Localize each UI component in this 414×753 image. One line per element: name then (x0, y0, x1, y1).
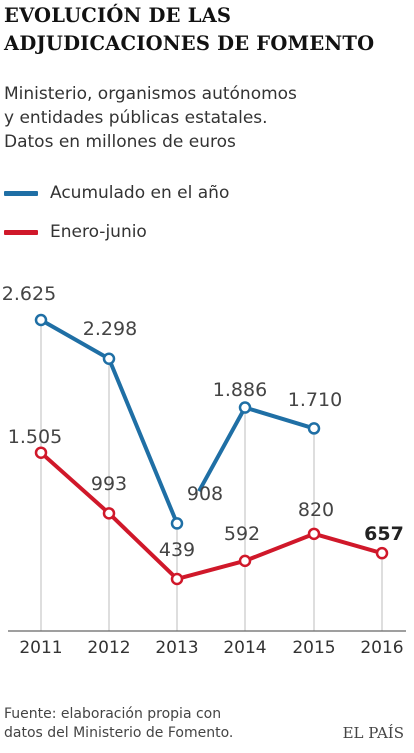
x-tick-label-2014: 2014 (223, 638, 266, 658)
data-label-acumulado-2013: 908 (187, 483, 223, 505)
legend-swatch-acumulado (4, 191, 38, 196)
point-enero-junio-2013 (170, 572, 184, 586)
subtitle-line-3: Datos en millones de euros (4, 132, 236, 152)
series-line-enero-junio (39, 451, 383, 581)
title-line-1: EVOLUCIÓN DE LAS (4, 4, 232, 27)
source-note: Fuente: elaboración propia con datos del… (4, 705, 304, 743)
source-line-1: Fuente: elaboración propia con (4, 706, 222, 722)
chart-title: EVOLUCIÓN DE LAS ADJUDICACIONES DE FOMEN… (4, 2, 408, 58)
point-enero-junio-2014 (238, 554, 252, 568)
point-acumulado-2014 (238, 401, 252, 414)
point-enero-junio-2012 (102, 507, 116, 520)
data-label-enero-junio-2015: 820 (298, 499, 334, 521)
data-label-enero-junio-2012: 993 (91, 473, 127, 495)
series-line-acumulado-b (197, 405, 315, 493)
x-tick-label-2011: 2011 (19, 638, 62, 658)
point-enero-junio-2015 (307, 527, 321, 541)
point-enero-junio-2016 (375, 546, 389, 560)
x-tick-label-2016: 2016 (360, 638, 403, 658)
x-tick-label-2012: 2012 (87, 638, 130, 658)
x-tick-label-2013: 2013 (155, 638, 198, 658)
data-label-acumulado-2011: 2.625 (2, 283, 56, 305)
data-label-enero-junio-2016: 657 (364, 523, 404, 545)
data-label-acumulado-2012: 2.298 (83, 318, 137, 340)
legend-swatch-enero-junio (4, 230, 38, 235)
subtitle-line-2: y entidades públicas estatales. (4, 108, 268, 128)
x-tick-label-2015: 2015 (292, 638, 335, 658)
brand-logo: EL PAÍS (342, 724, 404, 742)
data-label-acumulado-2014: 1.886 (213, 379, 267, 401)
data-label-enero-junio-2011: 1.505 (8, 426, 62, 448)
point-acumulado-2011 (34, 313, 48, 327)
chart-subtitle: Ministerio, organismos autónomos y entid… (4, 82, 408, 154)
data-label-enero-junio-2013: 439 (159, 539, 195, 561)
point-enero-junio-2011 (34, 446, 48, 459)
data-label-enero-junio-2014: 592 (224, 523, 260, 545)
point-acumulado-2015 (307, 422, 321, 435)
legend-label-enero-junio: Enero-junio (50, 222, 147, 242)
source-line-2: datos del Ministerio de Fomento. (4, 725, 234, 741)
data-label-acumulado-2015: 1.710 (288, 389, 342, 411)
title-line-2: ADJUDICACIONES DE FOMENTO (4, 32, 375, 55)
point-acumulado-2012 (102, 352, 116, 365)
point-acumulado-2013 (170, 517, 184, 530)
subtitle-line-1: Ministerio, organismos autónomos (4, 84, 297, 104)
legend-label-acumulado: Acumulado en el año (50, 183, 230, 203)
